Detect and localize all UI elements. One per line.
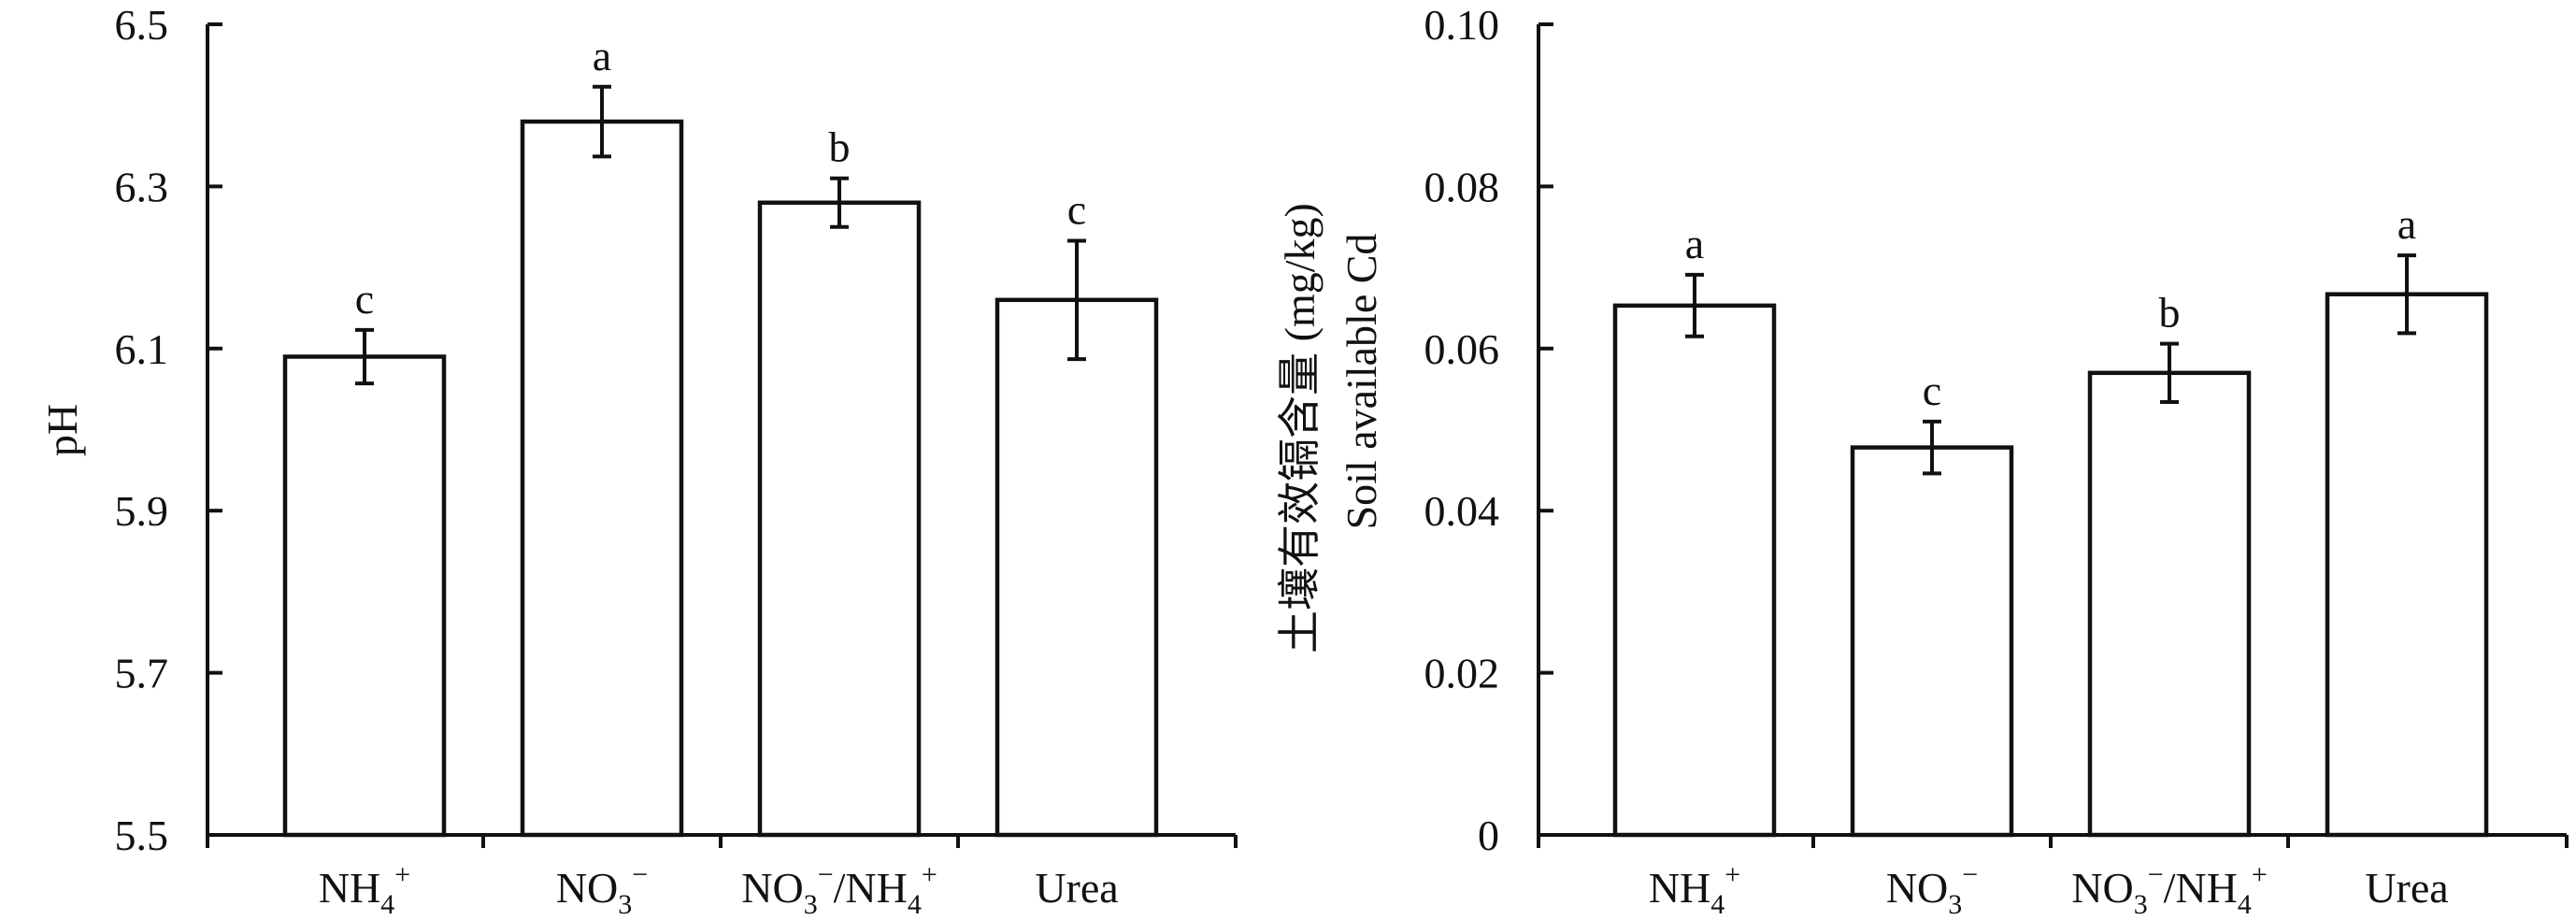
y-tick-label: 0.10 bbox=[1424, 1, 1500, 49]
y-tick-label: 6.1 bbox=[115, 325, 169, 373]
significance-label: a bbox=[593, 32, 611, 79]
bar bbox=[282, 354, 447, 838]
y-tick-label: 0 bbox=[1478, 812, 1499, 859]
y-axis-title-zh: 土壤有效镉含量 (mg/kg) bbox=[1276, 203, 1324, 654]
bar bbox=[2087, 370, 2252, 838]
significance-label: b bbox=[2159, 289, 2181, 337]
x-tick-label: NH4+ bbox=[319, 859, 410, 920]
y-tick-label: 5.9 bbox=[115, 487, 169, 535]
significance-label: b bbox=[829, 123, 851, 171]
chart-ph: 5.5 5.7 5.9 6.1 6.3 6.5 c NH4+ a NO3− b NO3−/NH4+ c U… bbox=[38, 1, 1238, 920]
y-tick-label: 6.5 bbox=[115, 1, 169, 49]
y-tick-label: 5.7 bbox=[115, 650, 169, 697]
y-tick-label: 6.3 bbox=[115, 163, 169, 210]
y-axis-title-en: Soil available Cd bbox=[1338, 234, 1385, 530]
x-tick-label: NH4+ bbox=[1649, 859, 1740, 920]
y-tick-label: 5.5 bbox=[115, 812, 169, 859]
x-tick-label: NO3− bbox=[556, 859, 648, 920]
y-tick-label: 0.04 bbox=[1424, 487, 1500, 535]
bar bbox=[757, 200, 922, 838]
bar bbox=[1850, 445, 2014, 838]
significance-label: a bbox=[1685, 220, 1704, 267]
y-tick-label: 0.08 bbox=[1424, 163, 1500, 210]
y-tick-label: 0.02 bbox=[1424, 650, 1500, 697]
x-tick-label: Urea bbox=[1035, 864, 1118, 912]
bar bbox=[2325, 292, 2489, 838]
y-axis-title: pH bbox=[38, 404, 86, 456]
chart-soil-cd: 0 0.02 0.04 0.06 0.08 0.10 a NH4+ c NO3− b NO3−/NH4… bbox=[1276, 1, 2569, 920]
significance-label: c bbox=[1067, 185, 1086, 233]
significance-label: c bbox=[1923, 367, 1941, 414]
y-tick-label: 0.06 bbox=[1424, 325, 1500, 373]
bar bbox=[995, 297, 1159, 838]
significance-label: a bbox=[2397, 200, 2416, 248]
bar bbox=[520, 119, 684, 838]
bar bbox=[1612, 303, 1777, 838]
significance-label: c bbox=[355, 275, 374, 323]
x-tick-label: NO3−/NH4+ bbox=[741, 859, 937, 920]
x-tick-label: NO3−/NH4+ bbox=[2071, 859, 2268, 920]
x-tick-label: NO3− bbox=[1886, 859, 1978, 920]
x-tick-label: Urea bbox=[2365, 864, 2448, 912]
